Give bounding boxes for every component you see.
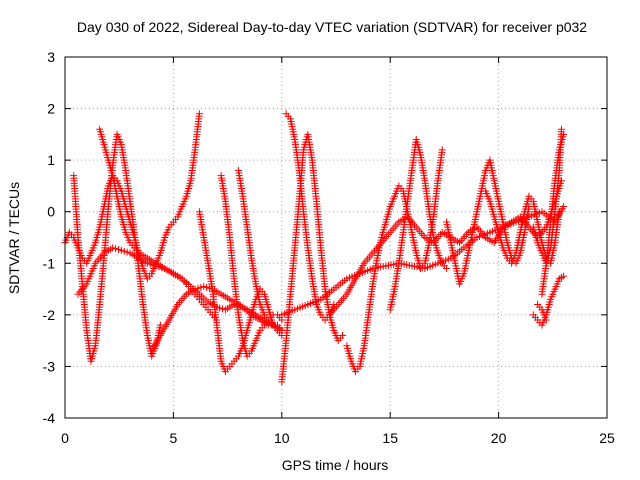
data-point — [152, 262, 160, 270]
data-point — [200, 282, 208, 290]
data-point — [195, 110, 203, 118]
series-arc2 — [70, 130, 164, 365]
chart-title: Day 030 of 2022, Sidereal Day-to-day VTE… — [77, 19, 587, 35]
x-tick-label: 5 — [170, 430, 178, 446]
y-tick-label: -2 — [43, 307, 56, 323]
x-tick-label: 15 — [382, 430, 398, 446]
data-point — [216, 304, 224, 312]
data-point — [560, 203, 568, 211]
series-arc7 — [217, 172, 286, 360]
x-tick-label: 20 — [491, 430, 507, 446]
data-point — [443, 264, 451, 272]
y-tick-label: 0 — [47, 204, 55, 220]
x-tick-label: 25 — [599, 430, 615, 446]
series-arc10 — [282, 110, 338, 324]
data-point — [156, 321, 164, 329]
data-point — [109, 244, 117, 252]
data-point — [339, 331, 347, 339]
data-point — [203, 283, 211, 291]
data-point — [117, 246, 125, 254]
data-point — [557, 125, 565, 133]
y-tick-label: 1 — [47, 152, 55, 168]
data-point — [112, 245, 120, 253]
plot-frame — [64, 56, 608, 419]
y-tick-label: 2 — [47, 101, 55, 117]
y-axis-title: SDTVAR / TECUs — [6, 182, 22, 294]
y-tick-label: -3 — [43, 358, 56, 374]
series-arc9 — [278, 130, 347, 386]
x-axis-title: GPS time / hours — [282, 457, 389, 473]
data-point — [146, 260, 154, 268]
axis-ticks — [64, 56, 608, 419]
y-tick-label: -1 — [43, 255, 56, 271]
series-arc19 — [534, 301, 550, 324]
data-point — [191, 285, 199, 293]
series-arc14 — [386, 136, 451, 314]
y-tick-label: 3 — [47, 49, 55, 65]
data-point — [542, 316, 550, 324]
data-point — [560, 130, 568, 138]
data-point — [438, 146, 446, 154]
y-tick-label: -4 — [43, 410, 56, 426]
data-points — [61, 110, 568, 386]
data-point — [155, 263, 163, 271]
data-point — [143, 259, 151, 267]
series-arc13 — [343, 146, 446, 376]
series-arc5 — [148, 282, 286, 355]
tick-labels: 0 5 10 15 20 25 -4 -3 -2 -1 0 1 2 3 — [43, 49, 615, 446]
data-point — [560, 272, 568, 280]
x-tick-label: 0 — [61, 430, 69, 446]
data-point — [149, 261, 157, 269]
data-point — [120, 247, 128, 255]
x-tick-label: 10 — [274, 430, 290, 446]
data-point — [123, 248, 131, 256]
series-arc8 — [234, 166, 286, 339]
series-arc20 — [538, 130, 568, 298]
data-point — [114, 246, 122, 254]
data-point — [194, 284, 202, 292]
series-arc6 — [195, 208, 277, 376]
data-point — [158, 264, 166, 272]
